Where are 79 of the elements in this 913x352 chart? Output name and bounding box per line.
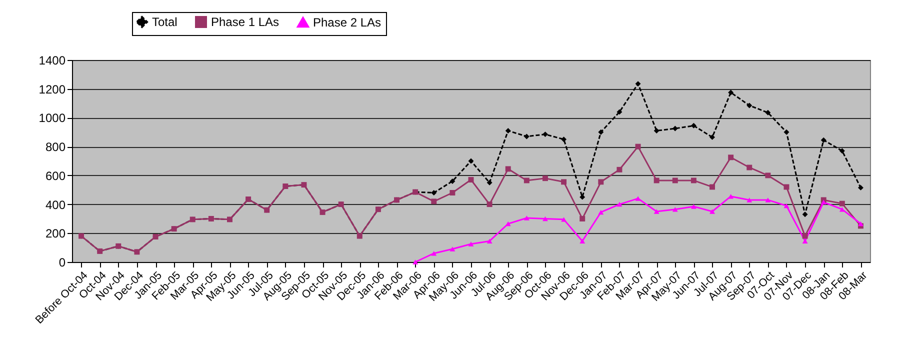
point	[431, 198, 437, 204]
point	[690, 178, 696, 184]
point	[561, 217, 567, 222]
point	[635, 81, 641, 87]
point	[672, 206, 678, 212]
point	[580, 238, 586, 244]
point	[616, 109, 622, 115]
point	[450, 246, 456, 252]
y-tick-label: 1400	[38, 54, 66, 68]
point	[468, 177, 474, 182]
point	[654, 209, 660, 214]
point	[710, 134, 715, 140]
point	[468, 158, 474, 164]
point	[431, 190, 437, 196]
point	[746, 198, 752, 202]
point	[542, 132, 548, 138]
point	[450, 190, 456, 196]
point	[672, 178, 678, 184]
y-tick-label: 1200	[38, 82, 66, 96]
point	[690, 122, 696, 128]
point	[746, 102, 752, 108]
point	[616, 166, 622, 172]
point	[561, 179, 567, 185]
point	[486, 180, 492, 186]
y-tick-label: 0	[58, 256, 66, 270]
point	[524, 216, 530, 220]
y-tick-label: 800	[45, 140, 66, 154]
point	[598, 210, 604, 215]
point	[486, 238, 492, 244]
point	[839, 206, 845, 212]
point	[654, 128, 660, 134]
point	[728, 90, 734, 96]
point	[616, 202, 622, 207]
point	[524, 178, 530, 184]
point	[802, 212, 808, 218]
point	[839, 200, 845, 206]
point	[598, 129, 604, 135]
point	[468, 242, 474, 246]
point	[765, 172, 771, 178]
point	[505, 166, 511, 172]
point	[765, 110, 771, 116]
point	[431, 250, 437, 256]
point	[784, 184, 790, 190]
point	[635, 144, 641, 150]
point	[820, 200, 826, 204]
point	[710, 209, 715, 214]
point	[635, 196, 641, 201]
y-tick-label: 1000	[38, 111, 66, 126]
legend-label: Total	[152, 15, 178, 29]
point	[412, 260, 418, 264]
point	[784, 129, 790, 135]
point	[710, 184, 715, 190]
point	[542, 216, 548, 222]
point	[580, 216, 586, 222]
point	[561, 136, 567, 142]
point	[802, 233, 808, 239]
y-tick-label: 200	[45, 226, 66, 241]
point	[839, 148, 845, 154]
point	[784, 203, 790, 208]
point	[542, 176, 548, 182]
legend-label: Phase 1 LAs	[211, 15, 280, 29]
point	[654, 178, 660, 184]
point	[728, 194, 734, 199]
point	[486, 202, 492, 208]
point	[802, 238, 808, 244]
point	[765, 198, 771, 202]
point	[450, 178, 456, 184]
y-tick-label: 600	[45, 168, 66, 183]
point	[746, 164, 752, 170]
point	[690, 204, 696, 209]
point	[524, 134, 530, 140]
point	[728, 154, 734, 160]
y-tick-label: 400	[45, 198, 66, 212]
legend-label: Phase 2 LAs	[313, 15, 382, 30]
point	[505, 128, 511, 134]
point	[858, 184, 864, 190]
point	[820, 137, 826, 143]
point	[598, 179, 604, 185]
point	[858, 221, 864, 226]
